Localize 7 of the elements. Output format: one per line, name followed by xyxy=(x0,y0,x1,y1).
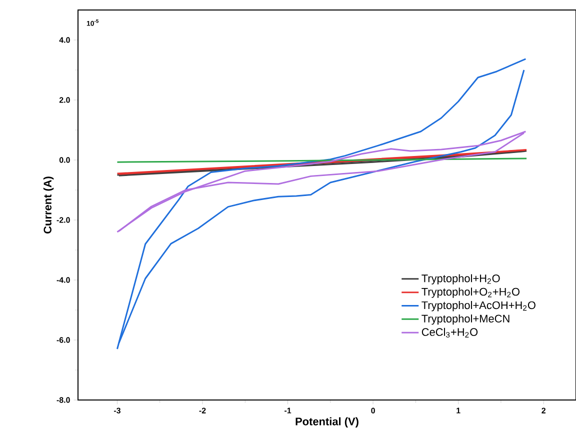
legend-label: Tryptophol+MeCN xyxy=(422,314,510,325)
legend-label: CeCl$_{3}$+H$_{2}$O xyxy=(422,328,478,338)
legend-label: Tryptophol+O$_{2}$+H$_{2}$O xyxy=(422,288,520,298)
x-axis-title: Potential (V) xyxy=(296,417,358,428)
y-axis-title: Current (A) xyxy=(43,176,54,234)
legend-label: Tryptophol+AcOH+H$_{2}$O xyxy=(422,301,536,312)
legend-label: Tryptophol+H$_{2}$O xyxy=(422,274,500,284)
